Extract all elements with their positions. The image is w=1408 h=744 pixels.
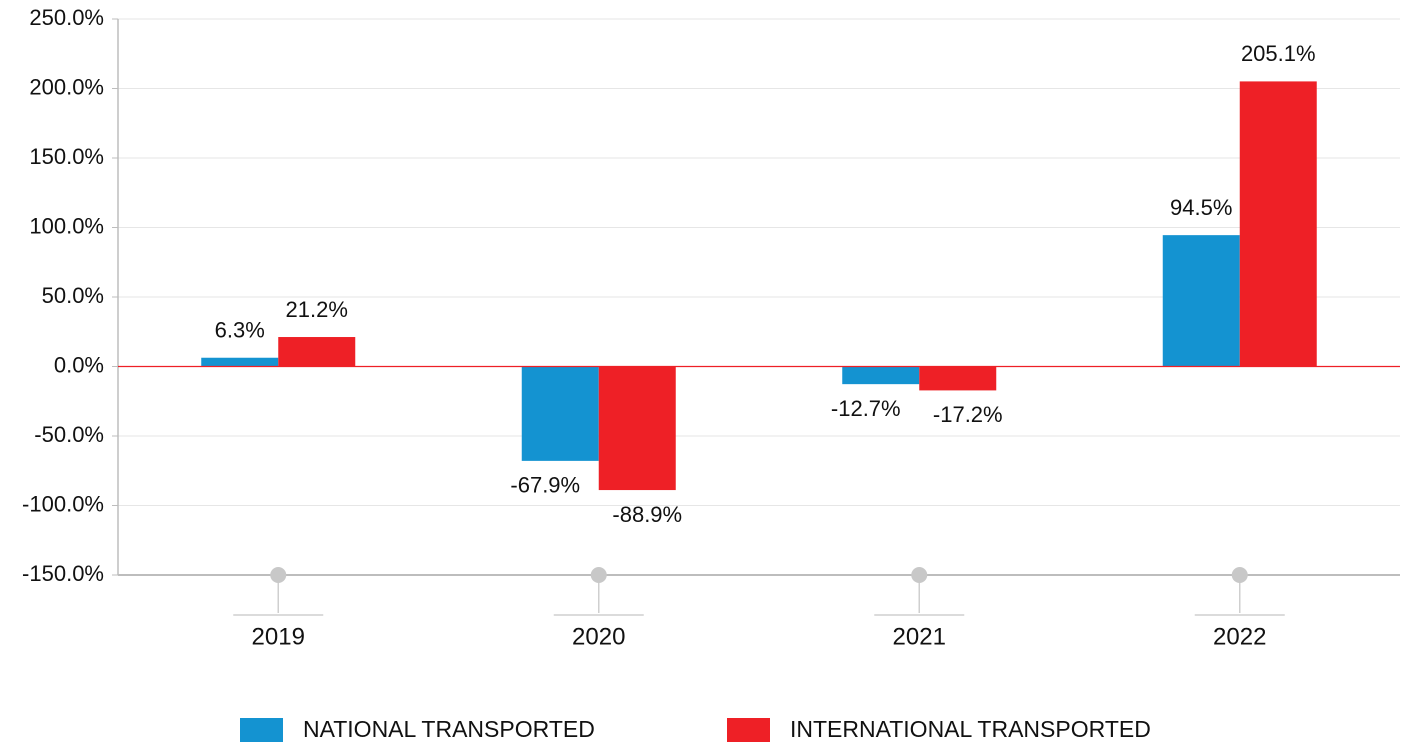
x-tick-dot: [1231, 567, 1248, 583]
x-tick-label: 2022: [1213, 623, 1266, 650]
y-tick-label: 100.0%: [29, 213, 104, 238]
bar: [278, 337, 356, 367]
data-label: -12.7%: [831, 396, 901, 421]
y-tick-label: 50.0%: [42, 283, 104, 308]
bar: [919, 366, 997, 391]
bar: [598, 366, 676, 491]
y-tick-label: 0.0%: [54, 352, 104, 377]
bar: [1162, 235, 1240, 367]
data-label: 94.5%: [1170, 195, 1232, 220]
y-tick-label: -50.0%: [34, 422, 104, 447]
bar: [842, 366, 920, 385]
y-tick-label: -150.0%: [22, 561, 104, 586]
data-label: 6.3%: [215, 318, 265, 343]
x-tick-dot: [270, 567, 287, 583]
y-tick-label: 200.0%: [29, 74, 104, 99]
x-tick-dot: [911, 567, 928, 583]
x-tick-label: 2019: [252, 623, 305, 650]
legend-swatch: [727, 718, 770, 742]
legend-label: INTERNATIONAL TRANSPORTED: [790, 716, 1151, 742]
bar: [1239, 81, 1317, 367]
x-tick-label: 2021: [893, 623, 946, 650]
bar: [201, 357, 279, 367]
y-tick-label: 150.0%: [29, 144, 104, 169]
legend-swatch: [240, 718, 283, 742]
x-tick-label: 2020: [572, 623, 625, 650]
data-label: -67.9%: [510, 473, 580, 498]
y-tick-label: -100.0%: [22, 491, 104, 516]
data-label: 21.2%: [286, 297, 348, 322]
legend-label: NATIONAL TRANSPORTED: [303, 716, 595, 742]
y-tick-label: 250.0%: [29, 5, 104, 30]
x-tick-dot: [590, 567, 607, 583]
data-label: 205.1%: [1241, 41, 1316, 66]
bar: [521, 366, 599, 461]
data-label: -88.9%: [612, 502, 682, 527]
data-label: -17.2%: [933, 402, 1003, 427]
